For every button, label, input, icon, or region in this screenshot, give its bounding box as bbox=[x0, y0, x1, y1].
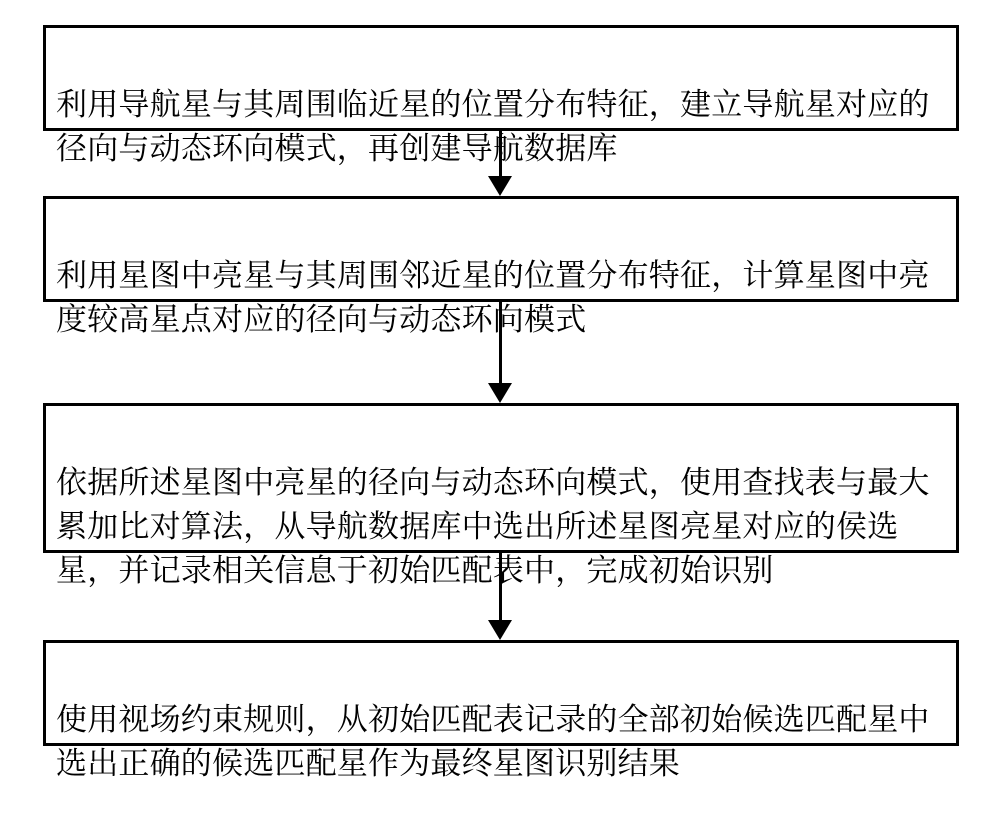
arrow-head-down-icon bbox=[488, 620, 512, 640]
arrow-shaft bbox=[499, 553, 502, 620]
flowchart-canvas: 利用导航星与其周围临近星的位置分布特征，建立导航星对应的径向与动态环向模式，再创… bbox=[0, 0, 1000, 764]
flow-arrow-3 bbox=[0, 0, 1000, 764]
